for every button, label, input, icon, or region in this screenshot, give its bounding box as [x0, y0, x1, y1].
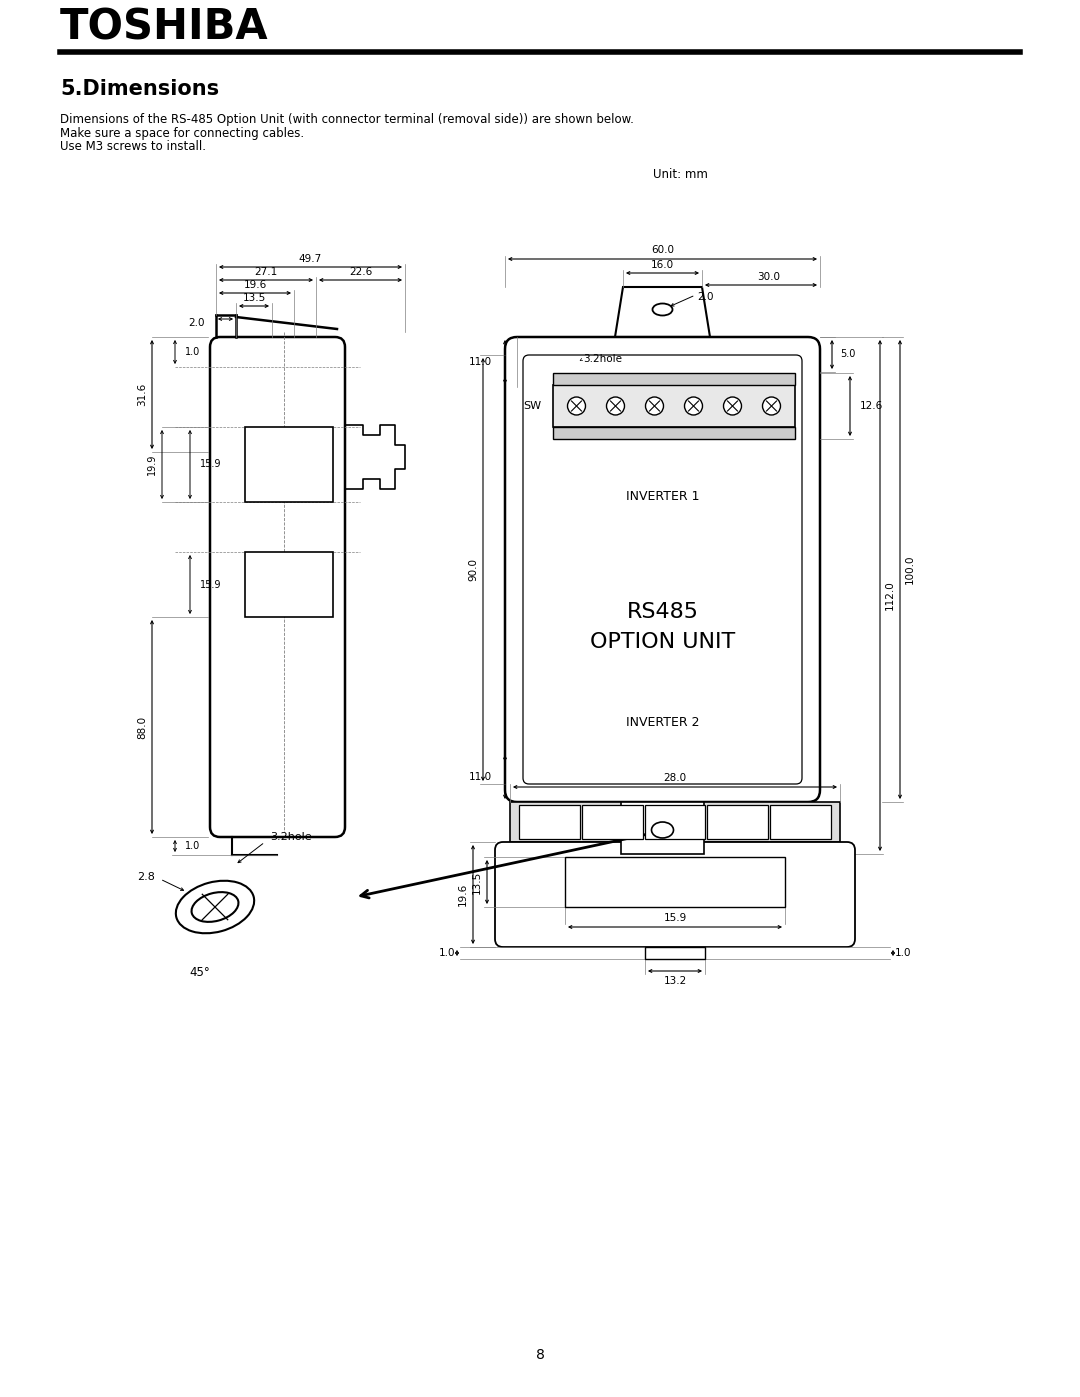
Text: 9.0: 9.0 [654, 873, 671, 883]
Text: 15.9: 15.9 [200, 460, 221, 469]
FancyBboxPatch shape [505, 337, 820, 802]
Text: 12.6: 12.6 [860, 401, 883, 411]
Text: 2.8: 2.8 [137, 872, 156, 882]
Bar [519, 805, 580, 840]
FancyBboxPatch shape [210, 337, 345, 837]
Text: 60.0: 60.0 [651, 244, 674, 256]
Text: 3.2hole: 3.2hole [583, 353, 622, 365]
Text: 45°: 45° [190, 965, 211, 978]
Polygon shape [615, 286, 710, 337]
Bar [582, 805, 643, 840]
Ellipse shape [652, 303, 673, 316]
Text: 22.6: 22.6 [349, 267, 373, 277]
Bar [245, 427, 333, 502]
Text: 1.0: 1.0 [895, 949, 912, 958]
Bar [553, 373, 795, 386]
Text: 2.0: 2.0 [698, 292, 714, 302]
Bar [510, 802, 840, 842]
Text: 27.1: 27.1 [255, 267, 278, 277]
Text: Dimensions of the RS-485 Option Unit (with connector terminal (removal side)) ar: Dimensions of the RS-485 Option Unit (wi… [60, 113, 634, 126]
Circle shape [607, 397, 624, 415]
Text: 1.0: 1.0 [185, 346, 200, 358]
Circle shape [567, 397, 585, 415]
Bar [645, 947, 705, 958]
Text: SW: SW [523, 401, 541, 411]
FancyBboxPatch shape [495, 842, 855, 947]
Text: 112.0: 112.0 [885, 581, 895, 610]
Bar [553, 386, 795, 427]
Ellipse shape [191, 893, 239, 922]
Text: 5.Dimensions: 5.Dimensions [60, 80, 219, 99]
Text: 8: 8 [536, 1348, 544, 1362]
Circle shape [685, 397, 702, 415]
Text: 1.0: 1.0 [185, 841, 200, 851]
Bar [565, 856, 785, 907]
Text: Unit: mm: Unit: mm [652, 169, 707, 182]
Text: INVERTER 2: INVERTER 2 [625, 715, 699, 728]
Text: 5.0: 5.0 [840, 349, 855, 359]
Text: 19.6: 19.6 [458, 883, 468, 907]
Bar [707, 805, 768, 840]
Circle shape [724, 397, 742, 415]
Bar [245, 552, 333, 617]
Text: 13.5: 13.5 [242, 293, 266, 303]
Text: Make sure a space for connecting cables.: Make sure a space for connecting cables. [60, 127, 305, 140]
Bar [621, 802, 704, 854]
Text: 88.0: 88.0 [137, 715, 147, 739]
Text: 90.0: 90.0 [468, 557, 478, 581]
Text: Use M3 screws to install.: Use M3 screws to install. [60, 141, 206, 154]
Text: 28.0: 28.0 [663, 773, 687, 782]
Text: 2.0: 2.0 [189, 319, 205, 328]
Text: 1.0: 1.0 [438, 949, 455, 958]
Text: TOSHIBA: TOSHIBA [60, 7, 269, 49]
Ellipse shape [176, 880, 254, 933]
Text: 11.0: 11.0 [469, 773, 492, 782]
Text: 13.2: 13.2 [663, 977, 687, 986]
Text: INVERTER 1: INVERTER 1 [625, 490, 699, 503]
Bar [645, 805, 705, 840]
Ellipse shape [651, 821, 674, 838]
Text: 19.6: 19.6 [243, 279, 267, 291]
Text: 19.9: 19.9 [147, 454, 157, 475]
Circle shape [762, 397, 781, 415]
Text: 30.0: 30.0 [757, 272, 781, 282]
Text: OPTION UNIT: OPTION UNIT [590, 631, 735, 652]
Bar [553, 427, 795, 439]
Circle shape [646, 397, 663, 415]
Bar [770, 805, 831, 840]
Text: 15.9: 15.9 [663, 914, 687, 923]
Text: 49.7: 49.7 [299, 254, 322, 264]
Text: 100.0: 100.0 [905, 555, 915, 584]
Text: 11.0: 11.0 [469, 358, 492, 367]
Text: 13.5: 13.5 [472, 870, 482, 894]
Text: 31.6: 31.6 [137, 383, 147, 407]
Text: 3.2hole: 3.2hole [270, 833, 312, 842]
Text: RS485: RS485 [626, 602, 699, 622]
Text: 15.9: 15.9 [200, 580, 221, 590]
Text: 16.0: 16.0 [651, 260, 674, 270]
